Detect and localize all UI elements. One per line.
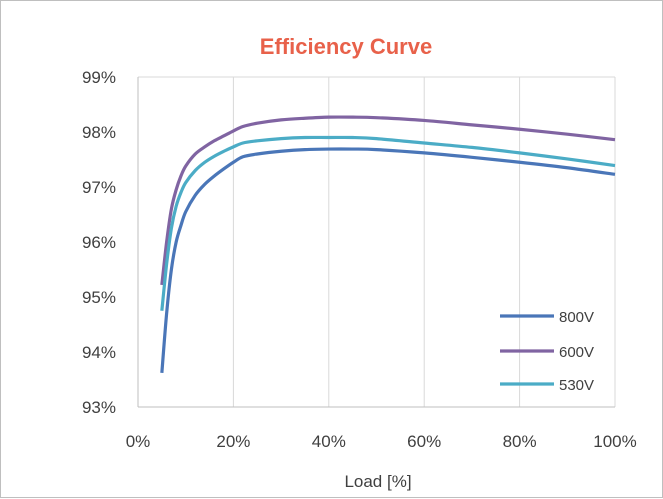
series-line-600v <box>160 115 616 286</box>
y-tick-label: 97% <box>82 178 116 197</box>
x-axis-label: Load [%] <box>344 472 411 491</box>
grid-layer <box>138 76 616 407</box>
chart-title: Efficiency Curve <box>260 34 432 59</box>
series-line-800v <box>160 147 616 374</box>
x-tick-label: 60% <box>407 432 441 451</box>
x-tick-label: 40% <box>312 432 346 451</box>
y-tick-label: 94% <box>82 343 116 362</box>
y-tick-label: 98% <box>82 123 116 142</box>
x-tick-label: 80% <box>503 432 537 451</box>
y-tick-label: 95% <box>82 288 116 307</box>
y-tick-label: 99% <box>82 68 116 87</box>
x-tick-label: 20% <box>216 432 250 451</box>
legend-label: 530V <box>559 377 594 394</box>
y-tick-label: 93% <box>82 398 116 417</box>
legend-label: 800V <box>559 309 594 326</box>
series-layer <box>160 115 616 374</box>
legend-label: 600V <box>559 344 594 361</box>
x-tick-label: 0% <box>126 432 151 451</box>
legend: 800V 600V 530V <box>500 309 594 394</box>
axis-layer: 93% 94% 95% 96% 97% 98% 99% 0% 20% 40% 60% 80% 100% <box>82 68 637 451</box>
y-tick-label: 96% <box>82 233 116 252</box>
x-tick-label: 100% <box>593 432 636 451</box>
series-line-530v <box>160 135 616 311</box>
